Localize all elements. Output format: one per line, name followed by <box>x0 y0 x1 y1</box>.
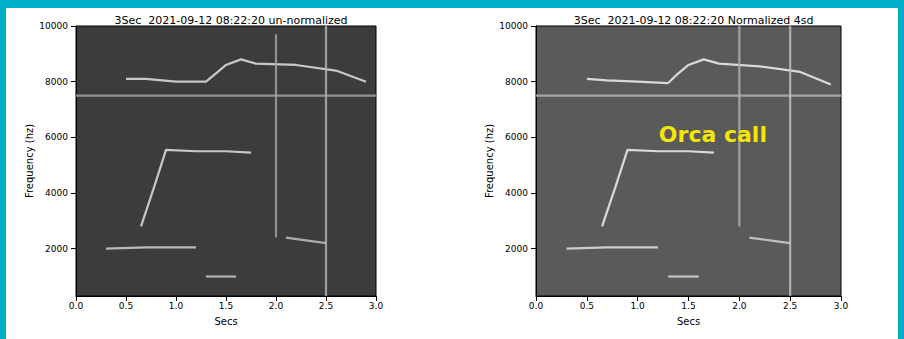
svg-text:0.5: 0.5 <box>119 301 133 311</box>
svg-text:3Sec 2021-09-12 08:22:20 Norm: 3Sec 2021-09-12 08:22:20 Normalized 4sd <box>574 14 814 27</box>
svg-text:2.0: 2.0 <box>269 301 284 311</box>
svg-text:Frequency (hz): Frequency (hz) <box>484 124 495 198</box>
svg-text:0.0: 0.0 <box>69 301 84 311</box>
svg-text:1.0: 1.0 <box>169 301 184 311</box>
svg-text:3Sec 2021-09-12 08:22:20 un-n: 3Sec 2021-09-12 08:22:20 un-normalized <box>114 14 347 27</box>
svg-text:1.5: 1.5 <box>219 301 233 311</box>
svg-text:4000: 4000 <box>505 188 528 198</box>
svg-text:2.5: 2.5 <box>319 301 333 311</box>
svg-text:2000: 2000 <box>505 244 528 254</box>
svg-text:6000: 6000 <box>505 132 528 142</box>
svg-text:6000: 6000 <box>45 132 68 142</box>
svg-text:2.0: 2.0 <box>732 301 747 311</box>
svg-text:10000: 10000 <box>499 21 528 31</box>
svg-text:8000: 8000 <box>45 77 68 87</box>
svg-text:3.0: 3.0 <box>369 301 384 311</box>
svg-text:0.0: 0.0 <box>529 301 544 311</box>
svg-text:8000: 8000 <box>505 77 528 87</box>
svg-text:10000: 10000 <box>39 21 68 31</box>
svg-text:Secs: Secs <box>214 316 237 327</box>
svg-text:Orca call: Orca call <box>659 122 767 147</box>
svg-text:Frequency (hz): Frequency (hz) <box>24 124 35 198</box>
svg-text:1.0: 1.0 <box>631 301 646 311</box>
svg-text:1.5: 1.5 <box>681 301 695 311</box>
svg-text:4000: 4000 <box>45 188 68 198</box>
svg-text:3.0: 3.0 <box>834 301 849 311</box>
svg-text:2.5: 2.5 <box>783 301 797 311</box>
svg-text:2000: 2000 <box>45 244 68 254</box>
svg-text:Secs: Secs <box>677 316 700 327</box>
svg-text:0.5: 0.5 <box>580 301 594 311</box>
